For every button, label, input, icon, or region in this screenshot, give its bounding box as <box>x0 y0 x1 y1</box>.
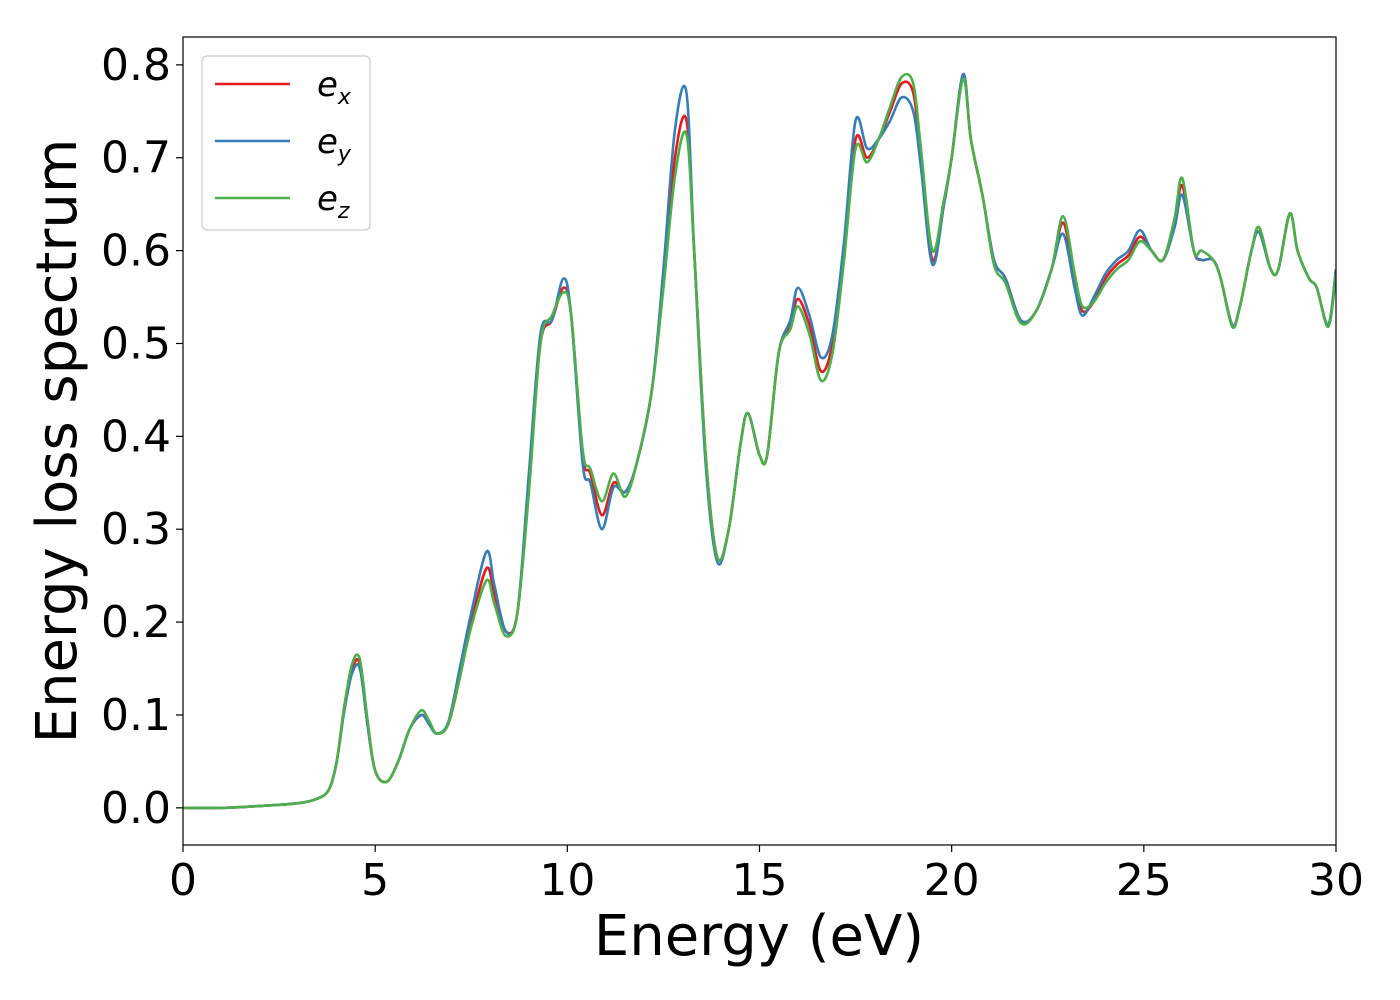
y-tick-label: 0.2 <box>101 597 171 648</box>
legend: ex ey ez <box>201 55 371 231</box>
legend-label-y: ey <box>317 122 352 167</box>
x-tick-label: 20 <box>924 855 980 906</box>
x-tick-label: 5 <box>361 855 389 906</box>
legend-box <box>201 55 371 231</box>
y-tick-label: 0.6 <box>101 226 171 277</box>
x-tick-label: 15 <box>732 855 788 906</box>
x-axis-label: Energy (eV) <box>594 904 924 969</box>
series-layer <box>183 72 1336 810</box>
y-tick-label: 0.8 <box>101 40 171 91</box>
legend-label-x: ex <box>317 65 352 110</box>
x-tick-label: 25 <box>1116 855 1172 906</box>
y-tick-label: 0.3 <box>101 504 171 555</box>
series-line-z <box>183 72 1336 810</box>
y-tick-label: 0.4 <box>101 411 171 462</box>
y-axis-label: Energy loss spectrum <box>25 139 90 744</box>
y-tick-label: 0.1 <box>101 690 171 741</box>
x-axis-ticks: 0 5 10 15 20 25 30 <box>169 845 1364 906</box>
x-tick-label: 30 <box>1308 855 1364 906</box>
legend-label-z: ez <box>317 179 350 224</box>
y-tick-label: 0.0 <box>101 783 171 834</box>
y-axis-ticks: 0.0 0.1 0.2 0.3 0.4 0.5 0.6 0.7 0.8 <box>101 40 183 834</box>
x-tick-label: 10 <box>539 855 595 906</box>
y-tick-label: 0.7 <box>101 133 171 184</box>
x-tick-label: 0 <box>169 855 197 906</box>
y-tick-label: 0.5 <box>101 318 171 369</box>
